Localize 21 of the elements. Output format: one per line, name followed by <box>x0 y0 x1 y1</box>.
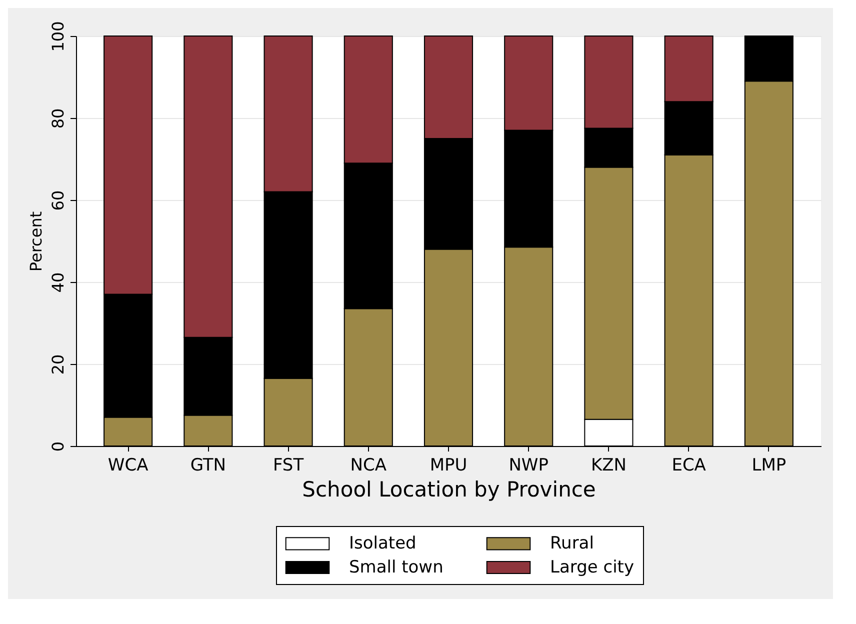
x-tick-label: KZN <box>590 456 626 476</box>
x-tick-label: ECA <box>672 456 706 476</box>
y-tick-label: 40 <box>48 272 68 293</box>
x-tick-label: LMP <box>752 456 786 476</box>
x-tick-label: FST <box>272 456 304 476</box>
x-axis-title: School Location by Province <box>302 478 596 502</box>
y-tick-label: 0 <box>48 441 68 452</box>
y-tick-label: 20 <box>48 354 68 375</box>
x-tick-label: NCA <box>350 456 387 476</box>
x-tick-label: NWP <box>508 456 548 476</box>
x-tick-label: GTN <box>190 456 226 476</box>
legend-label: Rural <box>550 534 594 554</box>
legend-label: Small town <box>349 558 444 578</box>
legend-label: Large city <box>550 558 634 578</box>
x-tick-label: WCA <box>108 456 149 476</box>
y-tick-label: 60 <box>48 190 68 211</box>
x-tick-label: MPU <box>430 456 468 476</box>
y-tick-label: 80 <box>48 108 68 129</box>
y-tick-label: 100 <box>48 21 68 52</box>
y-axis-title: Percent <box>26 211 46 272</box>
legend-label: Isolated <box>349 534 416 554</box>
